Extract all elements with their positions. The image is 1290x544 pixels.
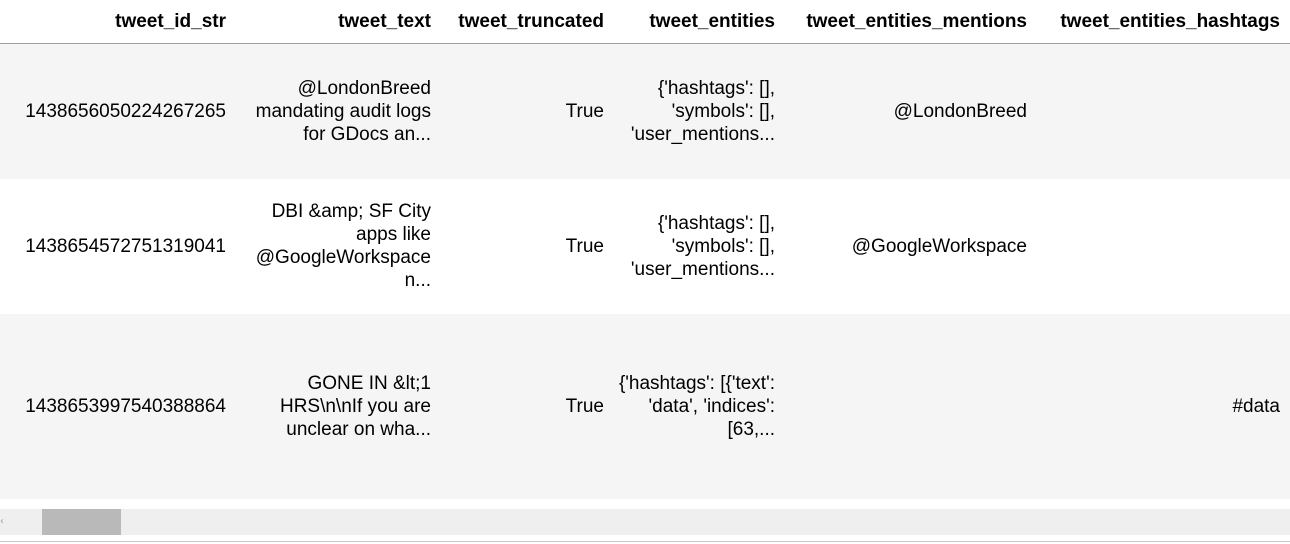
cell-tweet-truncated: True <box>565 235 604 257</box>
cell-tweet-entities-hashtags <box>1037 44 1290 179</box>
cell-tweet-entities-mentions: @LondonBreed <box>893 100 1027 122</box>
chevron-left-icon[interactable]: ‹ <box>0 516 4 527</box>
cell-tweet-id-str: 1438653997540388864 <box>25 395 226 417</box>
horizontal-scrollbar[interactable]: ‹ <box>0 509 1290 535</box>
cell-tweet-entities-mentions <box>785 314 1037 499</box>
scrollbar-thumb[interactable] <box>42 509 121 535</box>
cell-tweet-text: DBI &amp; SF City apps like @GoogleWorks… <box>255 201 431 291</box>
cell-tweet-entities-hashtags: #data <box>1232 395 1280 417</box>
cell-tweet-entities: {'hashtags': [], 'symbols': [], 'user_me… <box>630 77 775 145</box>
table-row: 1438656050224267265 @LondonBreed mandati… <box>0 43 1290 179</box>
header-row: tweet_id_str tweet_text tweet_truncated … <box>0 0 1290 44</box>
table-body: 1438656050224267265 @LondonBreed mandati… <box>0 43 1290 499</box>
column-header-tweet-entities-hashtags: tweet_entities_hashtags <box>1037 0 1290 44</box>
column-header-tweet-entities-mentions: tweet_entities_mentions <box>785 0 1037 44</box>
cell-tweet-entities: {'hashtags': [], 'symbols': [], 'user_me… <box>630 212 775 280</box>
cell-tweet-text: @LondonBreed mandating audit logs for GD… <box>255 77 431 145</box>
cell-tweet-entities: {'hashtags': [{'text': 'data', 'indices'… <box>618 372 775 440</box>
dataframe-table: tweet_id_str tweet_text tweet_truncated … <box>0 0 1290 499</box>
cell-tweet-id-str: 1438654572751319041 <box>25 235 226 257</box>
column-header-tweet-entities: tweet_entities <box>614 0 785 44</box>
table-row: 1438653997540388864 GONE IN &lt;1 HRS\n\… <box>0 313 1290 499</box>
cell-tweet-truncated: True <box>565 395 604 417</box>
cell-tweet-entities-hashtags <box>1037 179 1290 314</box>
table-row: 1438654572751319041 DBI &amp; SF City ap… <box>0 178 1290 314</box>
output-divider <box>0 541 1290 542</box>
column-header-tweet-text: tweet_text <box>236 0 441 44</box>
dataframe-output: tweet_id_str tweet_text tweet_truncated … <box>0 0 1290 499</box>
table-header: tweet_id_str tweet_text tweet_truncated … <box>0 0 1290 44</box>
cell-tweet-id-str: 1438656050224267265 <box>25 100 226 122</box>
column-header-tweet-id-str: tweet_id_str <box>0 0 236 44</box>
cell-tweet-truncated: True <box>565 100 604 122</box>
column-header-tweet-truncated: tweet_truncated <box>441 0 614 44</box>
cell-tweet-text: GONE IN &lt;1 HRS\n\nIf you are unclear … <box>279 372 431 440</box>
cell-tweet-entities-mentions: @GoogleWorkspace <box>851 235 1027 257</box>
